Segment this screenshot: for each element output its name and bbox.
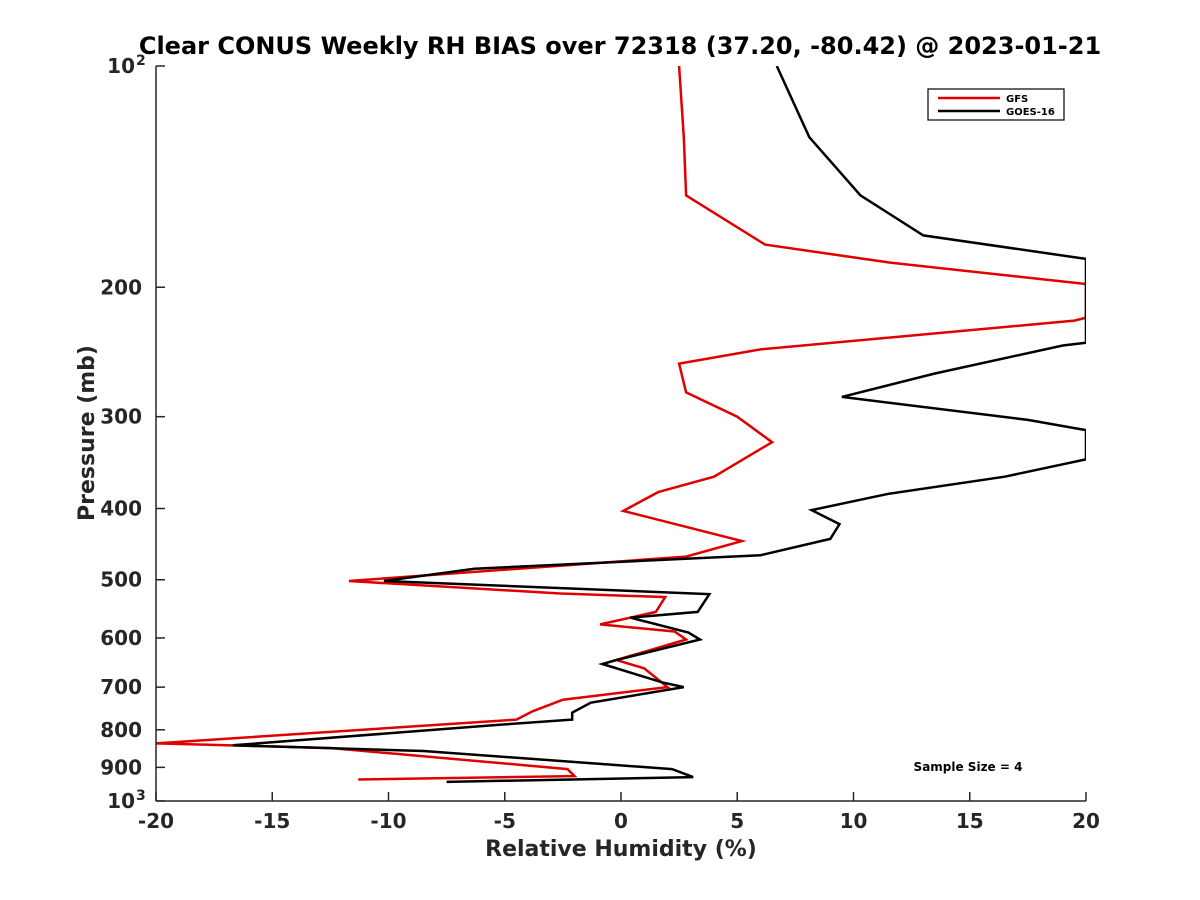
series-line-goes-16 bbox=[232, 66, 1086, 784]
sample-size-annotation: Sample Size = 4 bbox=[914, 760, 1023, 774]
y-tick-label: 900 bbox=[100, 755, 142, 779]
x-tick-label: 20 bbox=[1072, 809, 1100, 833]
x-axis-label: Relative Humidity (%) bbox=[485, 837, 757, 862]
y-tick-label: 300 bbox=[100, 405, 142, 429]
x-tick-label: -15 bbox=[254, 809, 290, 833]
y-tick-label: 700 bbox=[100, 675, 142, 699]
x-ticks: -20 -15 -10 -5 0 5 10 15 20 bbox=[138, 792, 1100, 833]
x-tick-label: 0 bbox=[614, 809, 628, 833]
y-tick-exponent: 2 bbox=[136, 53, 146, 69]
legend-box bbox=[927, 88, 1065, 121]
x-tick-label: 10 bbox=[840, 809, 868, 833]
y-tick-label: 600 bbox=[100, 626, 142, 650]
plot-area: -20 -15 -10 -5 0 5 10 15 20 10 220030040050060070… bbox=[100, 53, 1100, 833]
x-tick-label: -20 bbox=[138, 809, 174, 833]
x-tick-label: -5 bbox=[494, 809, 516, 833]
legend-label: GFS bbox=[1006, 94, 1028, 105]
y-tick-label: 200 bbox=[100, 275, 142, 299]
y-tick-exponent: 3 bbox=[136, 788, 146, 804]
series-line-gfs bbox=[156, 66, 1086, 781]
y-tick-label: 800 bbox=[100, 718, 142, 742]
series-layer bbox=[156, 66, 1086, 784]
y-tick-label: 500 bbox=[100, 568, 142, 592]
y-tick-label: 400 bbox=[100, 497, 142, 521]
x-tick-label: -10 bbox=[370, 809, 406, 833]
legend: GFS GOES-16 bbox=[927, 88, 1065, 121]
chart-title: Clear CONUS Weekly RH BIAS over 72318 (3… bbox=[139, 32, 1101, 60]
y-tick-label: 10 bbox=[107, 54, 135, 78]
y-axis-label: Pressure (mb) bbox=[75, 345, 100, 521]
legend-items: GFS GOES-16 bbox=[938, 94, 1055, 118]
y-tick-label: 10 bbox=[107, 789, 135, 813]
legend-label: GOES-16 bbox=[1006, 107, 1055, 118]
x-tick-label: 15 bbox=[956, 809, 984, 833]
x-tick-label: 5 bbox=[730, 809, 744, 833]
